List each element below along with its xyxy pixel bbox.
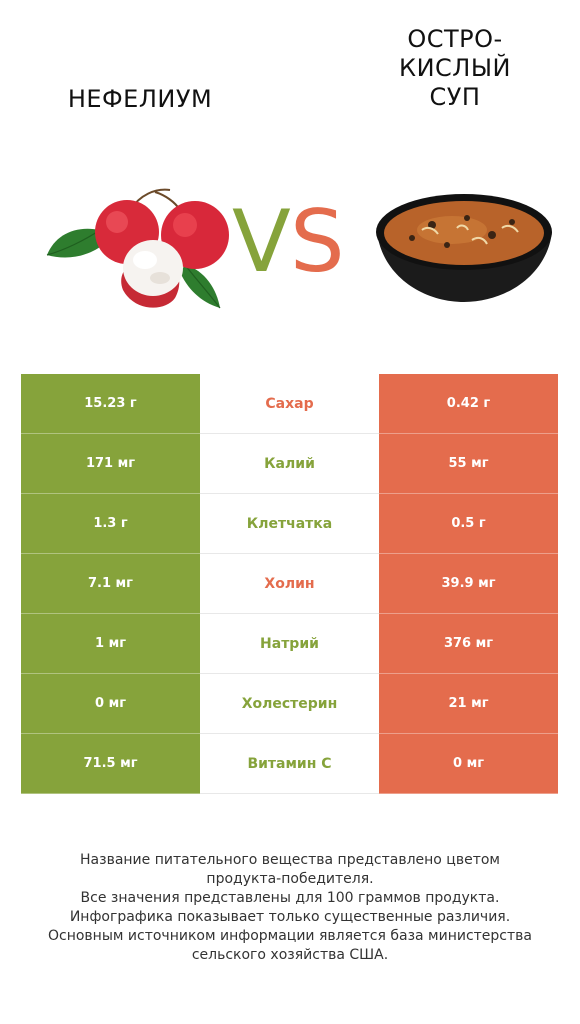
footer-line-3: Все значения представлены для 100 граммо… <box>80 890 500 906</box>
right-value: 0.5 г <box>379 494 558 554</box>
nutrient-name: Клетчатка <box>200 494 379 554</box>
nutrient-name: Сахар <box>200 374 379 434</box>
right-value: 0.42 г <box>379 374 558 434</box>
nutrient-name: Витамин C <box>200 734 379 794</box>
footer-line-4: Инфографика показывает только существенн… <box>69 909 511 925</box>
versus-s: S <box>290 192 345 292</box>
left-product-title-text: НЕФЕЛИУМ <box>67 85 213 113</box>
left-value: 71.5 мг <box>21 734 200 794</box>
left-value: 7.1 мг <box>21 554 200 614</box>
right-product-title-line-3: СУП <box>429 83 481 111</box>
versus-label: V S <box>228 192 353 292</box>
right-value: 39.9 мг <box>379 554 558 614</box>
versus-v: V <box>232 192 291 292</box>
footer-line-5: Основным источником информации является … <box>48 928 532 944</box>
right-value: 0 мг <box>379 734 558 794</box>
footer-notes: Название питательного вещества представл… <box>20 851 560 965</box>
left-value: 0 мг <box>21 674 200 734</box>
right-product-title-line-2: КИСЛЫЙ <box>399 54 511 82</box>
right-product-title: ОСТРО- КИСЛЫЙ СУП <box>350 25 560 112</box>
left-value: 171 мг <box>21 434 200 494</box>
table-row: 7.1 мг Холин 39.9 мг <box>21 554 558 614</box>
soup-bowl-illustration <box>376 194 552 302</box>
table-row: 0 мг Холестерин 21 мг <box>21 674 558 734</box>
nutrient-name: Калий <box>200 434 379 494</box>
table-row: 15.23 г Сахар 0.42 г <box>21 374 558 434</box>
left-value: 1.3 г <box>21 494 200 554</box>
footer-line-6: сельского хозяйства США. <box>191 947 389 963</box>
left-value: 1 мг <box>21 614 200 674</box>
table-row: 1 мг Натрий 376 мг <box>21 614 558 674</box>
right-value: 376 мг <box>379 614 558 674</box>
nutrient-name: Холестерин <box>200 674 379 734</box>
left-value: 15.23 г <box>21 374 200 434</box>
table-row: 1.3 г Клетчатка 0.5 г <box>21 494 558 554</box>
right-value: 21 мг <box>379 674 558 734</box>
table-row: 171 мг Калий 55 мг <box>21 434 558 494</box>
footer-line-2: продукта-победителя. <box>206 871 374 887</box>
left-product-title: НЕФЕЛИУМ <box>20 85 260 114</box>
nutrient-name: Натрий <box>200 614 379 674</box>
nutrient-name: Холин <box>200 554 379 614</box>
lychee-illustration <box>46 188 229 309</box>
right-product-title-line-1: ОСТРО- <box>407 25 503 53</box>
footer-line-1: Название питательного вещества представл… <box>80 852 500 868</box>
right-value: 55 мг <box>379 434 558 494</box>
